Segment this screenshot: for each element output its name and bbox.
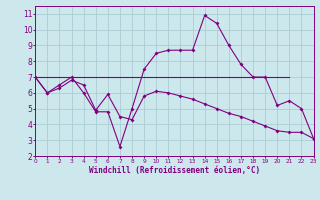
X-axis label: Windchill (Refroidissement éolien,°C): Windchill (Refroidissement éolien,°C) [89,166,260,175]
